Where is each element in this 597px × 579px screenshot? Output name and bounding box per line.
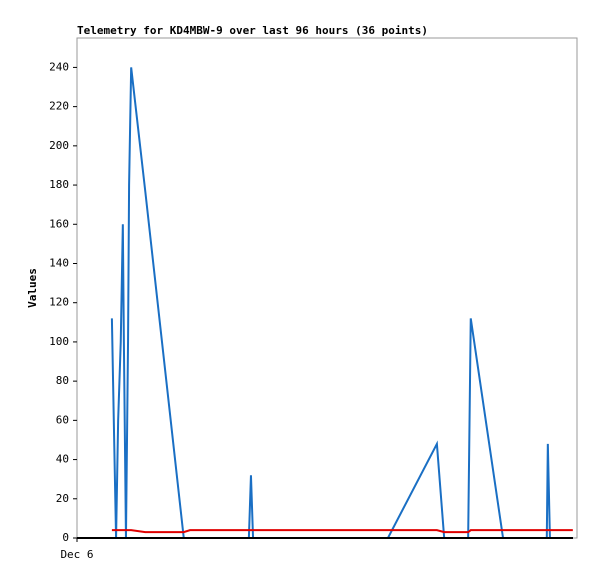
x-tick-label: Dec 6 — [60, 548, 93, 561]
y-tick-label: 40 — [56, 453, 69, 466]
series-line — [111, 529, 573, 534]
y-tick-label: 120 — [49, 296, 69, 309]
y-tick-label: 100 — [49, 335, 69, 348]
y-tick-label: 240 — [49, 60, 69, 73]
y-tick-label: 20 — [56, 492, 69, 505]
y-tick-label: 60 — [56, 413, 69, 426]
y-tick-label: 80 — [56, 374, 69, 387]
chart-title: Telemetry for KD4MBW-9 over last 96 hour… — [77, 24, 428, 37]
y-tick-label: 0 — [62, 531, 69, 544]
y-tick-label: 140 — [49, 256, 69, 269]
y-tick-label: 220 — [49, 100, 69, 113]
y-tick-label: 200 — [49, 139, 69, 152]
y-tick-label: 160 — [49, 217, 69, 230]
y-tick-label: 180 — [49, 178, 69, 191]
y-axis-label: Values — [26, 268, 39, 308]
